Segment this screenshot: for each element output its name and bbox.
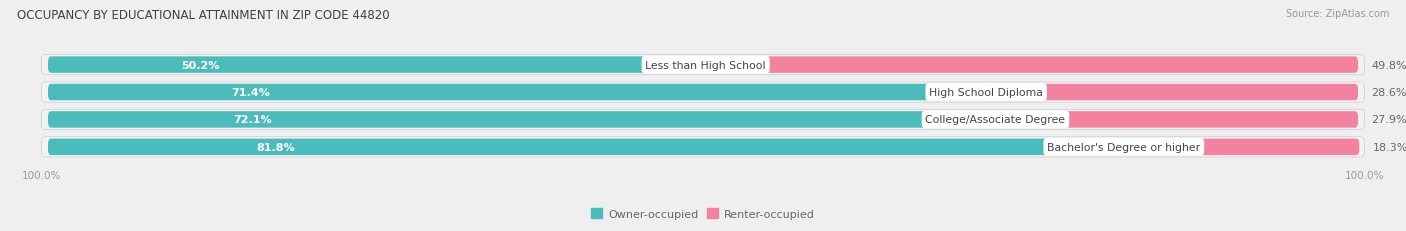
Text: Source: ZipAtlas.com: Source: ZipAtlas.com [1285,9,1389,19]
Text: High School Diploma: High School Diploma [929,88,1043,97]
Text: Bachelor's Degree or higher: Bachelor's Degree or higher [1047,142,1201,152]
FancyBboxPatch shape [41,137,1365,157]
Text: Less than High School: Less than High School [645,60,766,70]
FancyBboxPatch shape [41,55,1365,75]
FancyBboxPatch shape [48,57,706,73]
FancyBboxPatch shape [48,139,1123,155]
Text: 71.4%: 71.4% [231,88,270,97]
FancyBboxPatch shape [41,110,1365,130]
Text: 50.2%: 50.2% [181,60,219,70]
Text: OCCUPANCY BY EDUCATIONAL ATTAINMENT IN ZIP CODE 44820: OCCUPANCY BY EDUCATIONAL ATTAINMENT IN Z… [17,9,389,22]
Text: 81.8%: 81.8% [256,142,295,152]
Text: 18.3%: 18.3% [1372,142,1406,152]
FancyBboxPatch shape [986,84,1358,101]
FancyBboxPatch shape [706,57,1358,73]
FancyBboxPatch shape [41,82,1365,103]
FancyBboxPatch shape [1123,139,1360,155]
Text: 72.1%: 72.1% [233,115,271,125]
FancyBboxPatch shape [995,112,1358,128]
Text: College/Associate Degree: College/Associate Degree [925,115,1066,125]
FancyBboxPatch shape [48,112,995,128]
Text: 27.9%: 27.9% [1371,115,1406,125]
Legend: Owner-occupied, Renter-occupied: Owner-occupied, Renter-occupied [586,204,820,223]
FancyBboxPatch shape [48,84,986,101]
Text: 49.8%: 49.8% [1371,60,1406,70]
Text: 28.6%: 28.6% [1371,88,1406,97]
